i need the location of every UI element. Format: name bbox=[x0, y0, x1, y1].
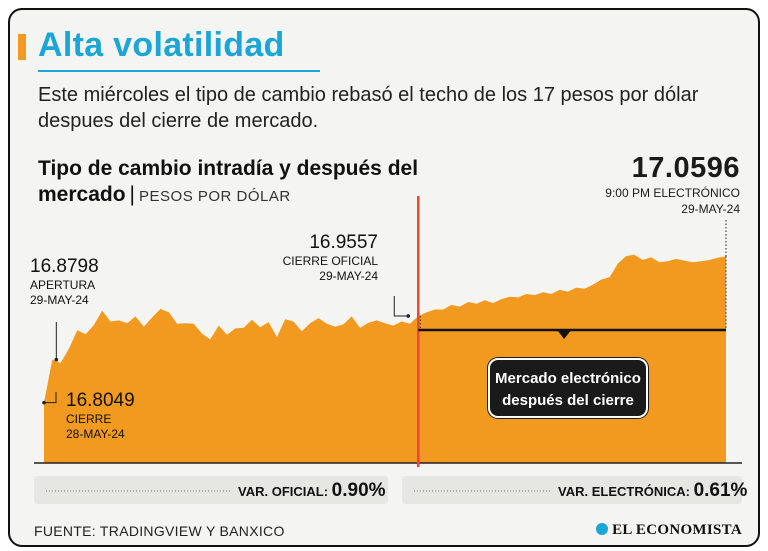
electronic-market-callout: Mercado electrónico después del cierre bbox=[488, 358, 648, 418]
brand-icon bbox=[596, 523, 609, 535]
prev-close-label: CIERRE bbox=[66, 412, 112, 426]
electronic-time-label: 9:00 PM ELECTRÓNICO bbox=[605, 186, 740, 200]
var-electronic-box bbox=[402, 476, 742, 504]
chart-title: Tipo de cambio intradía y después del me… bbox=[38, 156, 468, 210]
callout-pointer bbox=[557, 330, 572, 339]
prev-close-marker bbox=[42, 400, 46, 405]
brand-name: EL ECONOMISTA bbox=[612, 522, 742, 538]
chart-title-main: Tipo de cambio intradía y después del me… bbox=[38, 157, 419, 206]
title-accent-bar bbox=[18, 34, 26, 60]
electronic-value: 17.0596 bbox=[631, 152, 740, 184]
source-note: FUENTE: TRADINGVIEW Y BANXICO bbox=[34, 523, 285, 539]
var-electronic: VAR. ELECTRÓNICA: 0.61% bbox=[558, 480, 747, 502]
title-underline bbox=[38, 70, 320, 72]
official-close-marker bbox=[406, 314, 411, 318]
var-official: VAR. OFICIAL: 0.90% bbox=[238, 480, 386, 502]
prev-close-value: 16.8049 bbox=[66, 390, 135, 411]
callout-line-1: Mercado electrónico bbox=[495, 370, 641, 387]
official-close-annotation: 16.9557 CIERRE OFICIAL 29-MAY-24 bbox=[272, 232, 378, 284]
prev-close-annotation: 16.8049 CIERRE 28-MAY-24 bbox=[66, 390, 186, 442]
var-official-label: VAR. OFICIAL: bbox=[238, 484, 329, 499]
brand-logo: EL ECONOMISTA bbox=[596, 522, 742, 539]
electronic-value-label: 17.0596 9:00 PM ELECTRÓNICO 29-MAY-24 bbox=[605, 152, 740, 217]
official-close-date: 29-MAY-24 bbox=[319, 269, 378, 283]
var-electronic-label: VAR. ELECTRÓNICA: bbox=[558, 484, 690, 499]
open-label: APERTURA bbox=[30, 278, 96, 292]
callout-line-2: después del cierre bbox=[502, 392, 634, 409]
var-electronic-value: 0.61% bbox=[693, 480, 748, 501]
var-official-box bbox=[34, 476, 388, 504]
exchange-rate-chart bbox=[34, 196, 742, 467]
official-close-value: 16.9557 bbox=[309, 232, 378, 253]
page-title: Alta volatilidad bbox=[38, 26, 285, 64]
official-close-leader-line bbox=[393, 296, 409, 317]
open-date: 29-MAY-24 bbox=[30, 293, 89, 307]
open-value: 16.8798 bbox=[30, 256, 99, 277]
prev-close-date: 28-MAY-24 bbox=[66, 427, 125, 441]
chart-title-separator: | bbox=[129, 183, 136, 206]
subtitle: Este miércoles el tipo de cambio rebasó … bbox=[38, 84, 699, 132]
var-official-value: 0.90% bbox=[331, 480, 386, 501]
official-close-label: CIERRE OFICIAL bbox=[282, 254, 378, 268]
chart-units-label: PESOS POR DÓLAR bbox=[139, 188, 291, 205]
prev-close-leader-line bbox=[44, 392, 57, 404]
open-annotation: 16.8798 APERTURA 29-MAY-24 bbox=[30, 256, 110, 308]
infographic-frame: Alta volatilidad Este miércoles el tipo … bbox=[8, 8, 760, 547]
open-marker bbox=[54, 357, 59, 362]
electronic-date-label: 29-MAY-24 bbox=[681, 202, 740, 216]
